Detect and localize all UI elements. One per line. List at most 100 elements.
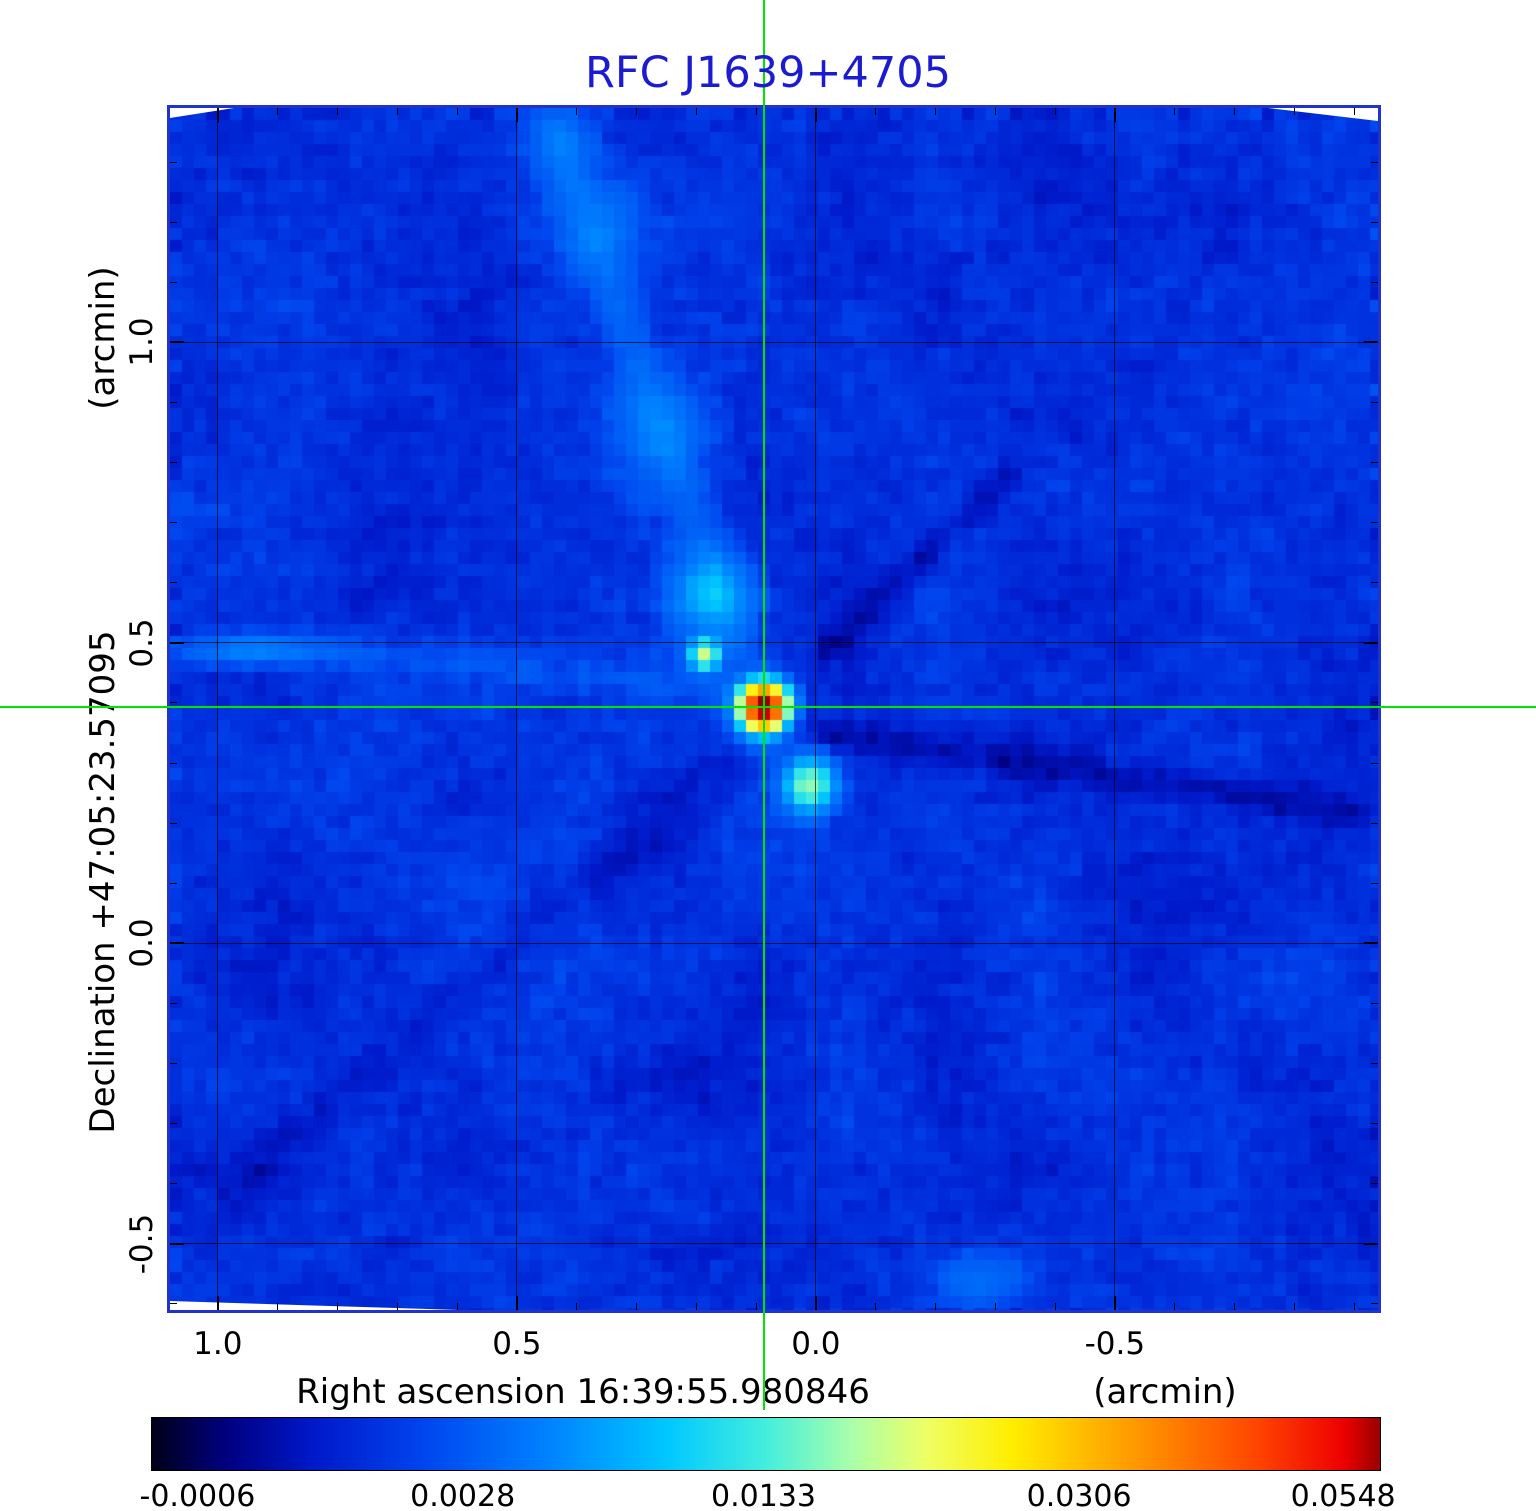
plot-overlay bbox=[170, 108, 1378, 1310]
tick-mark bbox=[1233, 108, 1235, 115]
tick-mark bbox=[1371, 281, 1378, 283]
y-tick-label: 0.0 bbox=[124, 918, 160, 969]
tick-mark bbox=[170, 1002, 177, 1004]
tick-mark bbox=[1364, 341, 1378, 344]
x-tick-label: 0.5 bbox=[492, 1326, 542, 1362]
tick-mark bbox=[170, 582, 177, 584]
tick-mark bbox=[170, 462, 177, 464]
tick-mark bbox=[456, 108, 458, 115]
tick-mark bbox=[216, 108, 219, 122]
tick-mark bbox=[396, 1303, 398, 1310]
grid-line-horizontal bbox=[170, 1243, 1378, 1245]
tick-mark bbox=[1054, 108, 1056, 115]
tick-mark bbox=[1174, 1303, 1176, 1310]
tick-mark bbox=[1233, 1303, 1235, 1310]
tick-mark bbox=[170, 1303, 177, 1305]
tick-mark bbox=[1174, 108, 1176, 115]
tick-mark bbox=[170, 401, 177, 403]
y-tick-label: -0.5 bbox=[124, 1213, 160, 1275]
grid-line-horizontal bbox=[170, 341, 1378, 343]
tick-mark bbox=[1371, 1183, 1378, 1185]
x-tick-label: 1.0 bbox=[193, 1326, 243, 1362]
tick-mark bbox=[1371, 762, 1378, 764]
grid-line-vertical bbox=[815, 108, 817, 1310]
tick-mark bbox=[1371, 822, 1378, 824]
tick-mark bbox=[1371, 882, 1378, 884]
tick-mark bbox=[1293, 1303, 1295, 1310]
tick-mark bbox=[216, 1296, 219, 1310]
tick-mark bbox=[170, 822, 177, 824]
tick-mark bbox=[170, 341, 184, 344]
tick-mark bbox=[170, 762, 177, 764]
plot-title: RFC J1639+4705 bbox=[585, 48, 951, 98]
tick-mark bbox=[695, 1303, 697, 1310]
tick-mark bbox=[170, 221, 177, 223]
tick-mark bbox=[635, 1303, 637, 1310]
tick-mark bbox=[170, 641, 184, 644]
tick-mark bbox=[170, 942, 184, 945]
tick-mark bbox=[934, 1303, 936, 1310]
tick-mark bbox=[1371, 522, 1378, 524]
colorbar-tick-label: 0.0306 bbox=[1026, 1479, 1132, 1511]
grid-line-vertical bbox=[516, 108, 518, 1310]
grid-line-horizontal bbox=[170, 642, 1378, 644]
tick-mark bbox=[515, 1296, 518, 1310]
tick-mark bbox=[1371, 462, 1378, 464]
grid-line-vertical bbox=[1114, 108, 1116, 1310]
tick-mark bbox=[814, 1296, 817, 1310]
tick-mark bbox=[1054, 1303, 1056, 1310]
colorbar-tick-label: 0.0028 bbox=[410, 1479, 516, 1511]
map-edge-gap bbox=[170, 1301, 460, 1310]
tick-mark bbox=[170, 1242, 184, 1245]
tick-mark bbox=[875, 108, 877, 115]
crosshair-horizontal-line bbox=[0, 706, 1536, 709]
tick-mark bbox=[1371, 702, 1378, 704]
x-tick-label: -0.5 bbox=[1084, 1326, 1146, 1362]
tick-mark bbox=[277, 1303, 279, 1310]
tick-mark bbox=[875, 1303, 877, 1310]
tick-mark bbox=[515, 108, 518, 122]
tick-mark bbox=[1113, 1296, 1116, 1310]
colorbar-tick-label: 0.0133 bbox=[711, 1479, 817, 1511]
colorbar-gradient bbox=[151, 1417, 1381, 1471]
tick-mark bbox=[1371, 582, 1378, 584]
tick-mark bbox=[456, 1303, 458, 1310]
tick-mark bbox=[1364, 942, 1378, 945]
tick-mark bbox=[934, 108, 936, 115]
crosshair-vertical-line bbox=[762, 0, 765, 1410]
x-tick-label: 0.0 bbox=[791, 1326, 841, 1362]
grid-line-vertical bbox=[217, 108, 219, 1310]
tick-mark bbox=[396, 108, 398, 115]
tick-mark bbox=[1371, 1063, 1378, 1065]
tick-mark bbox=[994, 1303, 996, 1310]
sky-map-canvas bbox=[170, 108, 1378, 1310]
tick-mark bbox=[576, 1303, 578, 1310]
tick-mark bbox=[576, 108, 578, 115]
tick-mark bbox=[1364, 641, 1378, 644]
tick-mark bbox=[755, 1303, 757, 1310]
colorbar-tick-label: -0.0006 bbox=[139, 1479, 256, 1511]
tick-mark bbox=[170, 1123, 177, 1125]
tick-mark bbox=[695, 108, 697, 115]
tick-mark bbox=[170, 882, 177, 884]
tick-mark bbox=[755, 108, 757, 115]
tick-mark bbox=[994, 108, 996, 115]
tick-mark bbox=[170, 702, 177, 704]
tick-mark bbox=[1371, 161, 1378, 163]
tick-mark bbox=[170, 161, 177, 163]
tick-mark bbox=[170, 1183, 177, 1185]
y-axis-unit-label: (arcmin) bbox=[83, 266, 123, 410]
sky-map-plot bbox=[167, 105, 1381, 1313]
tick-mark bbox=[1293, 108, 1295, 115]
tick-mark bbox=[336, 1303, 338, 1310]
grid-line-horizontal bbox=[170, 942, 1378, 944]
tick-mark bbox=[1113, 108, 1116, 122]
tick-mark bbox=[1371, 1303, 1378, 1305]
tick-mark bbox=[1371, 1123, 1378, 1125]
tick-mark bbox=[1353, 1303, 1355, 1310]
y-tick-label: 0.5 bbox=[124, 618, 160, 668]
x-axis-label: Right ascension 16:39:55.980846 bbox=[296, 1372, 870, 1412]
tick-mark bbox=[1371, 401, 1378, 403]
x-axis-unit-label: (arcmin) bbox=[1093, 1372, 1237, 1412]
